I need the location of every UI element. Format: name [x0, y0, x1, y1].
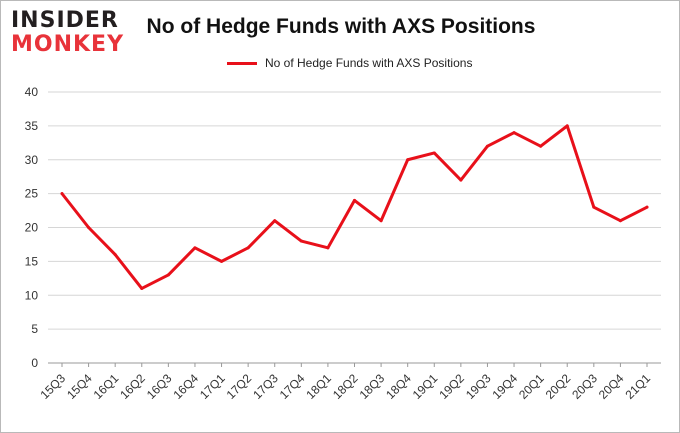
data-point: [432, 151, 436, 155]
x-tick-label: 18Q4: [383, 371, 414, 402]
y-tick-label: 30: [25, 153, 39, 167]
data-point: [273, 219, 277, 223]
data-point: [459, 178, 463, 182]
data-point: [87, 226, 91, 229]
y-tick-label: 25: [25, 187, 39, 201]
x-tick-label: 19Q1: [410, 371, 441, 402]
x-tick-label: 20Q3: [569, 371, 600, 402]
y-tick-label: 15: [25, 254, 39, 268]
x-tick-label: 17Q4: [277, 371, 308, 402]
series-lines: [60, 124, 649, 290]
x-axis-ticks: 15Q315Q416Q116Q216Q316Q417Q117Q217Q317Q4…: [37, 363, 653, 402]
x-tick-label: 20Q1: [516, 371, 547, 402]
data-point: [618, 219, 622, 223]
x-tick-label: 19Q3: [463, 371, 494, 402]
x-tick-label: 18Q1: [303, 371, 334, 402]
y-tick-label: 10: [25, 288, 39, 302]
data-point: [353, 198, 356, 202]
y-tick-label: 5: [31, 322, 38, 336]
y-tick-label: 20: [25, 221, 39, 235]
x-tick-label: 15Q4: [64, 371, 95, 402]
y-tick-label: 35: [25, 119, 39, 133]
chart-title: No of Hedge Funds with AXS Positions: [146, 15, 536, 38]
data-point: [645, 205, 649, 209]
x-tick-label: 15Q3: [37, 371, 68, 402]
x-tick-label: 17Q3: [250, 371, 281, 402]
x-tick-label: 18Q2: [330, 371, 361, 402]
y-tick-label: 0: [31, 356, 38, 370]
chart-legend: No of Hedge Funds with AXS Positions: [227, 55, 472, 71]
series-line-0: [60, 124, 649, 290]
data-point: [485, 144, 489, 148]
y-tick-label: 40: [25, 85, 39, 99]
data-point: [140, 286, 144, 290]
data-point: [565, 124, 569, 128]
data-point: [299, 239, 303, 243]
data-point: [220, 259, 224, 263]
data-point: [166, 273, 170, 277]
logo-text-insider: INSIDER: [11, 8, 119, 33]
x-tick-label: 16Q1: [91, 371, 122, 402]
data-point: [512, 131, 516, 135]
x-tick-label: 19Q4: [490, 371, 521, 402]
data-point: [193, 246, 197, 250]
x-tick-label: 18Q3: [357, 371, 388, 402]
insider-monkey-logo: INSIDER MONKEY: [11, 9, 129, 61]
legend-line-swatch: [227, 61, 257, 65]
data-point: [60, 192, 64, 196]
data-point: [406, 158, 410, 162]
y-axis-ticks: 0 5 10 15 20 25 30 35 40: [25, 85, 39, 370]
x-tick-label: 17Q2: [224, 371, 255, 402]
x-tick-label: 21Q1: [622, 371, 653, 402]
legend-label: No of Hedge Funds with AXS Positions: [265, 56, 473, 70]
data-point: [246, 246, 250, 250]
x-tick-label: 16Q4: [170, 371, 201, 402]
logo-text-monkey: MONKEY: [11, 32, 125, 57]
x-tick-label: 20Q4: [596, 371, 627, 402]
x-tick-label: 16Q2: [117, 371, 148, 402]
x-tick-label: 19Q2: [436, 371, 467, 402]
data-point: [326, 246, 330, 250]
data-point: [379, 219, 383, 223]
x-tick-label: 16Q3: [144, 371, 175, 402]
data-point: [113, 253, 117, 257]
x-tick-label: 20Q2: [543, 371, 574, 402]
data-point: [539, 144, 543, 148]
x-tick-label: 17Q1: [197, 371, 228, 402]
data-point: [592, 205, 596, 209]
